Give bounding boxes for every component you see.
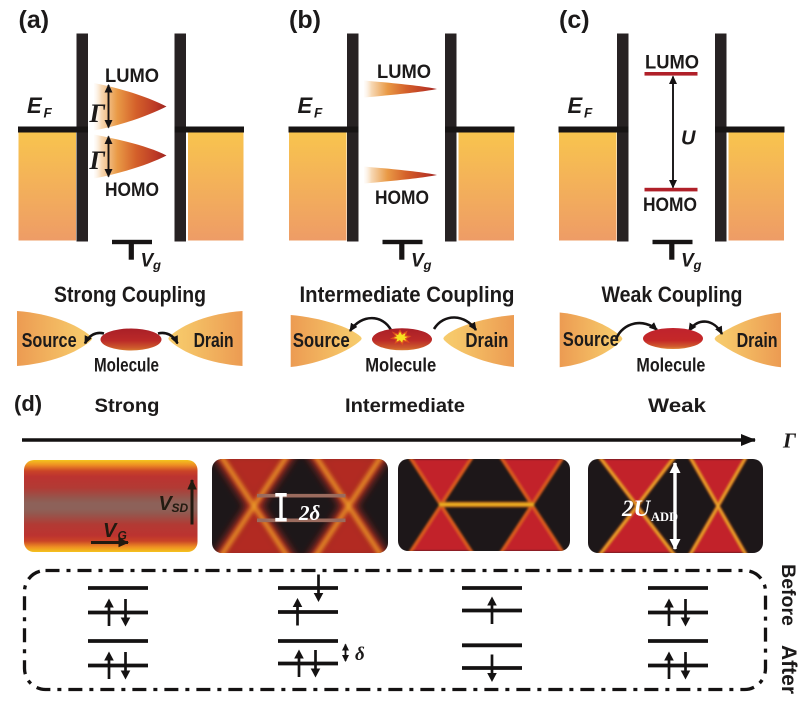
svg-text:Γ: Γ xyxy=(89,99,106,128)
svg-text:G: G xyxy=(118,529,127,543)
svg-text:g: g xyxy=(152,258,161,273)
svg-text:2U: 2U xyxy=(621,496,652,521)
svg-text:ADD: ADD xyxy=(651,510,678,524)
svg-text:Drain: Drain xyxy=(194,329,234,352)
svg-text:(d): (d) xyxy=(14,391,42,416)
svg-text:V: V xyxy=(681,251,695,272)
svg-text:Strong Coupling: Strong Coupling xyxy=(54,282,206,307)
svg-text:Weak Coupling: Weak Coupling xyxy=(602,282,743,307)
svg-text:(c): (c) xyxy=(559,6,590,34)
svg-text:V: V xyxy=(103,520,118,542)
svg-text:Γ: Γ xyxy=(89,146,106,175)
svg-text:Molecule: Molecule xyxy=(636,355,705,377)
svg-text:SD: SD xyxy=(172,501,189,515)
svg-text:E: E xyxy=(568,93,584,118)
svg-text:Γ: Γ xyxy=(782,429,797,453)
svg-text:Before: Before xyxy=(777,564,799,626)
svg-text:2δ: 2δ xyxy=(298,501,321,525)
svg-text:Source: Source xyxy=(22,329,77,352)
svg-text:(a): (a) xyxy=(19,6,50,34)
svg-text:Intermediate: Intermediate xyxy=(345,396,465,417)
svg-text:(b): (b) xyxy=(289,6,321,34)
svg-text:Weak: Weak xyxy=(648,396,707,417)
svg-text:V: V xyxy=(411,251,425,272)
svg-text:Intermediate Coupling: Intermediate Coupling xyxy=(300,282,515,307)
svg-text:Molecule: Molecule xyxy=(94,355,159,377)
svg-text:E: E xyxy=(298,93,314,118)
svg-text:V: V xyxy=(141,251,155,272)
svg-text:Drain: Drain xyxy=(737,329,778,352)
svg-text:HOMO: HOMO xyxy=(375,187,429,209)
svg-text:Strong: Strong xyxy=(95,396,160,417)
svg-text:g: g xyxy=(693,258,702,273)
svg-text:Drain: Drain xyxy=(465,329,508,352)
svg-text:HOMO: HOMO xyxy=(643,194,697,216)
svg-text:HOMO: HOMO xyxy=(105,179,159,201)
svg-text:E: E xyxy=(27,93,43,118)
svg-text:LUMO: LUMO xyxy=(105,65,159,87)
svg-text:U: U xyxy=(681,128,696,150)
svg-text:g: g xyxy=(423,258,432,273)
svg-text:LUMO: LUMO xyxy=(645,52,699,74)
svg-text:Molecule: Molecule xyxy=(365,355,436,377)
svg-text:F: F xyxy=(584,106,593,121)
svg-text:LUMO: LUMO xyxy=(377,61,431,83)
svg-text:F: F xyxy=(44,106,53,121)
svg-text:δ: δ xyxy=(355,644,365,665)
svg-text:Source: Source xyxy=(563,328,619,351)
svg-text:V: V xyxy=(159,493,174,515)
svg-text:F: F xyxy=(314,106,323,121)
svg-text:Source: Source xyxy=(293,329,350,352)
svg-text:After: After xyxy=(777,645,800,694)
